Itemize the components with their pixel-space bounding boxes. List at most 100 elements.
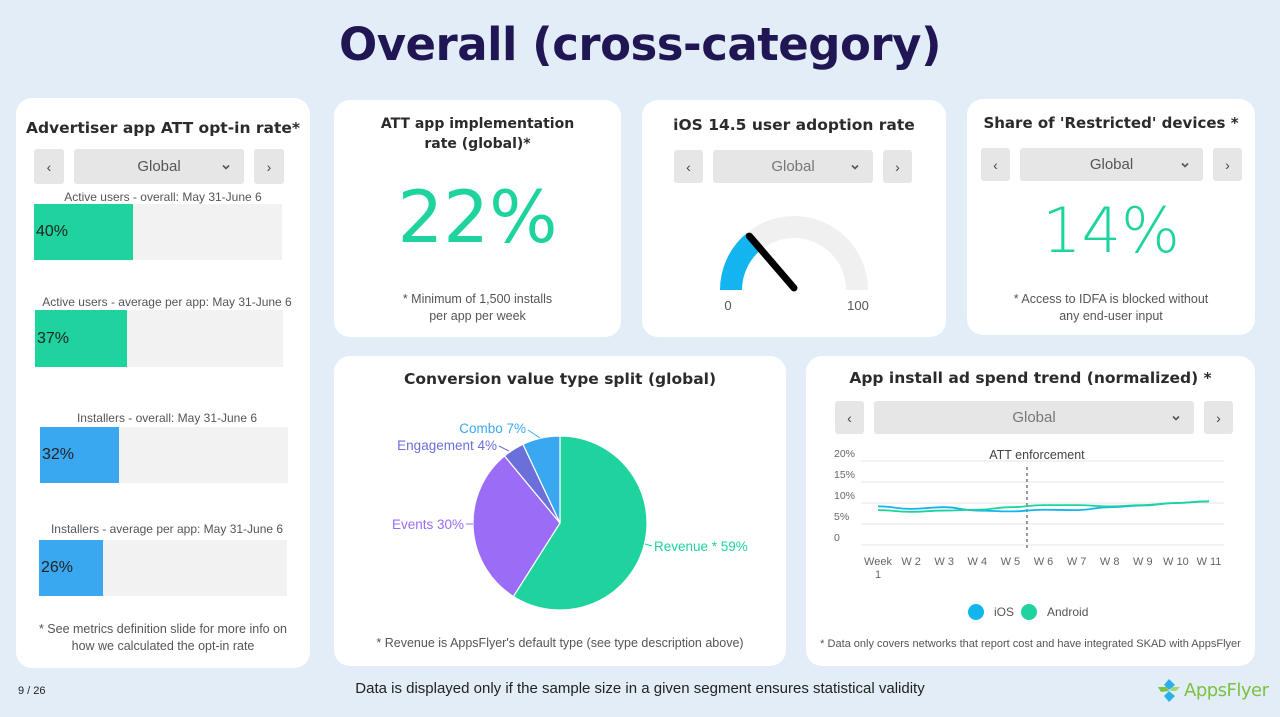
restricted-share-value: 14% [1042,194,1180,267]
optin-region-selector: ‹ Global › [34,149,284,184]
restricted-card-title: Share of 'Restricted' devices * [983,114,1239,132]
optin-bar-fill [35,310,127,367]
chevron-down-icon [1172,415,1180,421]
x-tick-label: W 6 [1034,556,1054,568]
optin-bar-fill [34,204,134,260]
region-dropdown-value: Global [1012,409,1056,426]
restricted-footnote-line2: any end-user input [1059,309,1163,323]
pie-card: Conversion value type split (global) Rev… [334,356,786,666]
legend-label-ios: iOS [994,605,1014,619]
region-dropdown-value: Global [1089,156,1134,173]
optin-bar-value: 32% [42,446,75,463]
optin-card-title: Advertiser app ATT opt-in rate* [25,119,301,137]
optin-bar-fill [40,427,120,483]
trend-footnote: * Data only covers networks that report … [820,638,1241,650]
optin-bar-fill [39,540,104,596]
region-dropdown[interactable]: Global [874,401,1194,434]
pie-leader-line [498,445,510,452]
series-line-android [877,500,1210,513]
pie-slice-revenue [512,435,648,611]
implementation-footnote: * Minimum of 1,500 installs per app per … [334,291,621,325]
page-title: Overall (cross-category) [338,18,942,71]
optin-card: Advertiser app ATT opt-in rate* ‹ Global… [16,98,310,668]
y-tick-label: 5% [834,511,849,523]
region-dropdown-value: Global [137,158,181,175]
region-dropdown[interactable]: Global [1020,148,1203,181]
pie-slice-events [472,455,561,598]
optin-footnote: * See metrics definition slide for more … [38,622,288,653]
next-region-button[interactable]: › [1213,148,1242,181]
x-tick-label: W 4 [968,556,988,568]
appsflyer-logo: AppsFlyer [1156,677,1269,703]
logo-text: AppsFlyer [1184,679,1269,701]
restricted-footnote-line1: * Access to IDFA is blocked without [1013,292,1209,306]
gauge-needle [745,232,798,292]
restricted-footnote: * Access to IDFA is blocked without any … [967,291,1255,325]
pie-footnote: * Revenue is AppsFlyer's default type (s… [376,636,744,650]
x-tick-label: W 3 [934,556,954,568]
optin-bar-label: Active users - overall: May 31-June 6 [64,190,262,204]
optin-bar-track: 37% [35,310,283,367]
trend-card-title: App install ad spend trend (normalized) … [849,369,1212,387]
pie-card-title: Conversion value type split (global) [403,370,717,388]
x-tick-label: W 5 [1001,556,1021,568]
optin-bar-track: 26% [39,540,287,596]
x-tick-label: 1 [875,569,881,581]
x-tick-label: Week [864,556,892,568]
y-tick-label: 20% [834,448,855,460]
next-region-button[interactable]: › [254,149,284,184]
pie-leader-line [644,543,653,547]
y-tick-label: 15% [834,469,855,481]
implementation-rate-value: 22% [397,175,558,259]
gauge-min-label: 0 [724,298,731,313]
prev-region-button[interactable]: ‹ [674,150,703,183]
gauge-track [720,216,868,290]
pie-label-events: Events 30% [392,517,464,532]
appsflyer-logo-icon [1158,679,1180,702]
adoption-card-title: iOS 14.5 user adoption rate [673,116,915,134]
att-enforcement-label: ATT enforcement [989,448,1085,462]
implementation-footnote-line1: * Minimum of 1,500 installs [402,292,553,306]
chevron-down-icon [222,164,230,170]
next-region-button[interactable]: › [883,150,912,183]
prev-region-button[interactable]: ‹ [34,149,64,184]
chevron-down-icon [1181,162,1189,168]
restricted-region-selector: ‹ Global › [981,148,1242,181]
implementation-footnote-line2: per app per week [429,309,526,323]
x-tick-label: W 11 [1197,556,1222,568]
pie-leader-line [527,429,541,439]
region-dropdown[interactable]: Global [713,150,873,183]
implementation-card: ATT app implementation rate (global)* 22… [334,100,621,337]
implementation-title-line1: ATT app implementation [380,116,575,132]
gauge-fill [720,232,761,290]
region-dropdown[interactable]: Global [74,149,244,184]
adoption-card: iOS 14.5 user adoption rate ‹ Global › 0… [642,100,946,337]
optin-bar-track: 40% [34,204,282,260]
pie-label-revenue: Revenue * 59% [654,539,748,554]
optin-bar-track: 32% [40,427,288,483]
page-number: 9 / 26 [18,685,46,697]
x-tick-label: W 9 [1133,556,1153,568]
conversion-pie-chart: Revenue * 59% Events 30% Engagement 4% Comb… [392,421,748,611]
footer-note: Data is displayed only if the sample siz… [355,680,925,697]
region-dropdown-value: Global [771,158,815,175]
legend-label-android: Android [1047,605,1088,619]
adoption-region-selector: ‹ Global › [674,150,912,183]
next-region-button[interactable]: › [1204,401,1233,434]
prev-region-button[interactable]: ‹ [981,148,1010,181]
legend-swatch-android [1021,604,1037,620]
x-tick-label: W 8 [1100,556,1120,568]
pie-slice-combo [522,435,561,524]
x-tick-label: W 7 [1067,556,1087,568]
x-tick-label: W 2 [901,556,921,568]
pie-label-engagement: Engagement 4% [397,438,497,453]
adoption-gauge: 0 100 [720,216,869,313]
optin-bar-label: Active users - average per app: May 31-J… [42,295,292,309]
y-tick-label: 10% [834,490,855,502]
prev-region-button[interactable]: ‹ [835,401,864,434]
x-tick-label: W 10 [1163,556,1189,568]
legend-swatch-ios [968,604,984,620]
optin-bar-value: 26% [41,559,74,576]
optin-bar-label: Installers - overall: May 31-June 6 [76,411,258,425]
